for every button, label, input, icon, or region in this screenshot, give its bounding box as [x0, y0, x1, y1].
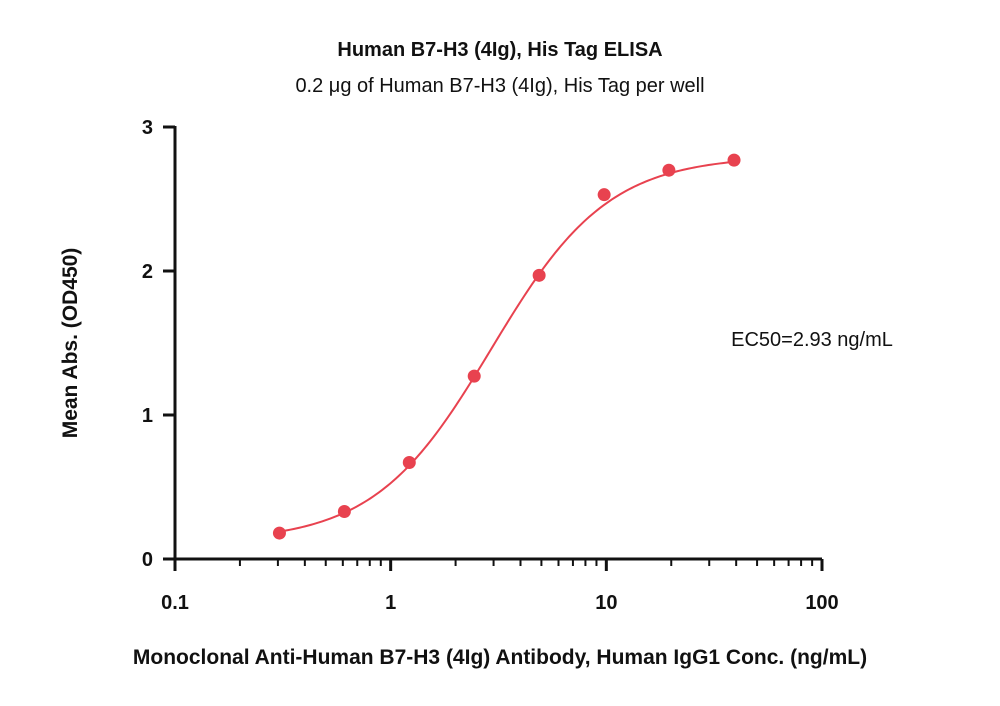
chart-title: Human B7-H3 (4Ig), His Tag ELISA: [337, 39, 662, 61]
axes: [173, 126, 822, 561]
data-point: [272, 526, 286, 540]
data-point: [467, 369, 481, 383]
x-tick-label: 10: [595, 592, 617, 614]
y-axis-title: Mean Abs. (OD450): [59, 248, 82, 439]
data-point: [402, 456, 416, 470]
data-point: [337, 504, 351, 518]
data-points-layer: [272, 153, 741, 540]
x-tick-label: 100: [805, 592, 838, 614]
x-axis-title: Monoclonal Anti-Human B7-H3 (4Ig) Antibo…: [133, 646, 867, 669]
y-tick-label: 1: [142, 405, 153, 427]
y-tick-label: 0: [142, 549, 153, 571]
fit-curve: [279, 160, 735, 533]
y-tick-label: 3: [142, 117, 153, 139]
chart-subtitle: 0.2 μg of Human B7-H3 (4Ig), His Tag per…: [295, 75, 704, 97]
data-point: [662, 163, 676, 177]
axis-ticks: 0.1 1 10 100 0 1 2 3: [142, 117, 839, 614]
data-point: [532, 268, 546, 282]
fit-curve-layer: [279, 160, 735, 533]
data-point: [597, 188, 611, 202]
x-tick-label: 0.1: [161, 592, 189, 614]
data-point: [727, 153, 741, 167]
ec50-annotation: EC50=2.93 ng/mL: [731, 329, 893, 351]
x-tick-label: 1: [385, 592, 396, 614]
y-tick-label: 2: [142, 261, 153, 283]
